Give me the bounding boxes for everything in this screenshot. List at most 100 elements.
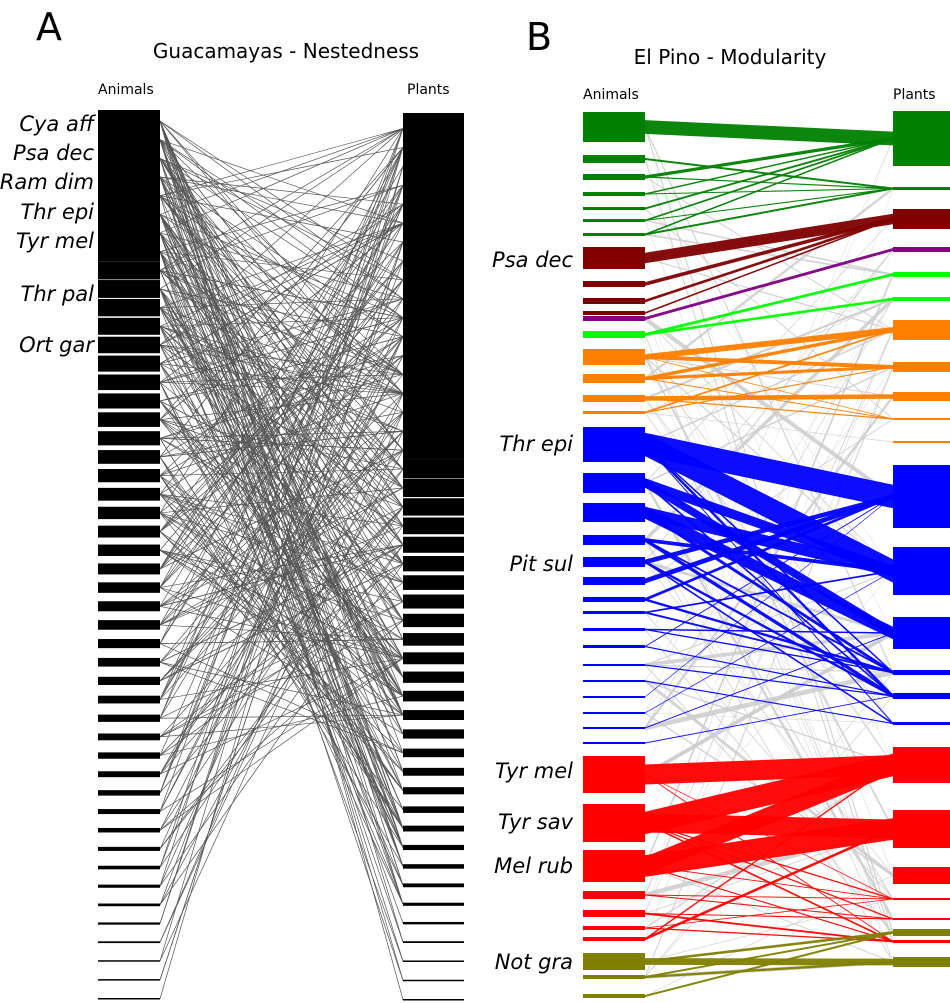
network-link xyxy=(159,437,404,564)
within-module-link xyxy=(645,137,893,236)
animal-node xyxy=(583,311,645,315)
panel-a-species-label: Thr epi xyxy=(20,200,94,224)
animal-node xyxy=(98,714,160,722)
plant-node xyxy=(403,478,464,498)
animal-node xyxy=(98,846,160,851)
animal-node xyxy=(583,937,645,941)
between-module-link xyxy=(645,398,893,766)
within-module-link xyxy=(645,394,893,401)
plant-node xyxy=(403,556,464,572)
network-link xyxy=(159,128,404,271)
network-link xyxy=(159,298,404,364)
within-module-link xyxy=(645,120,893,146)
within-module-link xyxy=(645,494,893,584)
between-module-link xyxy=(645,444,893,942)
within-module-link xyxy=(645,481,893,698)
animal-node xyxy=(583,174,645,180)
between-module-link xyxy=(645,176,893,331)
network-link xyxy=(159,128,404,887)
between-module-link xyxy=(645,539,893,963)
animal-node xyxy=(98,639,160,649)
panel-b-animals-label: Animals xyxy=(583,87,639,103)
between-module-link xyxy=(645,137,893,714)
network-link xyxy=(159,563,404,682)
network-link xyxy=(159,661,404,716)
network-link xyxy=(159,419,404,564)
animal-node xyxy=(583,645,645,648)
animal-node xyxy=(583,628,645,631)
animal-node xyxy=(98,790,160,796)
network-link xyxy=(159,195,404,489)
panel-b-species-label: Tyr mel xyxy=(495,759,573,783)
network-link xyxy=(159,506,404,868)
animal-node xyxy=(98,563,160,575)
panel-a-species-label: Thr pal xyxy=(21,282,95,306)
plant-node xyxy=(893,617,950,649)
within-module-link xyxy=(645,217,893,303)
network-link xyxy=(159,185,404,719)
within-module-link xyxy=(645,931,893,998)
within-module-link xyxy=(645,494,893,565)
animal-node xyxy=(583,664,645,666)
network-link xyxy=(159,158,404,262)
network-link xyxy=(159,336,404,812)
plant-node xyxy=(403,613,464,628)
animal-node xyxy=(98,223,160,243)
network-link xyxy=(159,549,404,621)
animal-node xyxy=(98,185,160,206)
panel-a-links xyxy=(159,120,404,1000)
plant-node xyxy=(893,362,950,372)
animal-node xyxy=(98,506,160,520)
plant-node xyxy=(403,536,464,553)
network-link xyxy=(159,549,404,716)
within-module-link xyxy=(645,297,893,336)
animal-node xyxy=(583,696,645,698)
within-module-link xyxy=(645,827,893,941)
animal-node xyxy=(98,733,160,741)
plant-node xyxy=(893,209,950,229)
plant-node xyxy=(403,344,464,367)
between-module-link xyxy=(645,257,893,331)
animal-node xyxy=(98,771,160,778)
network-link xyxy=(159,326,404,546)
animal-node xyxy=(98,809,160,815)
network-link xyxy=(159,412,404,943)
within-module-link xyxy=(645,818,893,877)
within-module-link xyxy=(645,894,893,920)
network-link xyxy=(159,430,404,700)
plant-node xyxy=(403,421,464,442)
within-module-link xyxy=(645,570,893,714)
animal-node xyxy=(583,374,645,383)
animal-node xyxy=(583,155,645,163)
animal-node xyxy=(98,128,160,151)
animal-node xyxy=(583,804,645,842)
network-link xyxy=(159,128,404,794)
within-module-link xyxy=(645,328,893,381)
animal-node xyxy=(583,298,645,304)
network-link xyxy=(159,468,404,831)
within-module-link xyxy=(645,764,893,940)
plant-node xyxy=(403,517,464,535)
animal-node xyxy=(98,412,160,427)
animal-node xyxy=(98,695,160,704)
panel-b-species-label: Tyr sav xyxy=(498,810,574,834)
within-module-link xyxy=(645,560,893,698)
network-link xyxy=(159,128,404,719)
network-link xyxy=(159,139,404,224)
animal-node xyxy=(583,953,645,970)
animal-node xyxy=(98,450,160,464)
animal-node xyxy=(583,727,645,729)
within-module-link xyxy=(645,187,893,236)
network-link xyxy=(159,643,404,754)
between-module-link xyxy=(645,898,893,962)
plant-node xyxy=(403,729,464,739)
network-link xyxy=(159,657,404,775)
plant-node xyxy=(403,575,464,590)
animal-node xyxy=(583,926,645,930)
plant-node xyxy=(403,401,464,423)
animal-node xyxy=(98,657,160,667)
between-module-link xyxy=(645,138,893,775)
plant-node xyxy=(893,957,950,967)
animal-node xyxy=(98,166,160,188)
